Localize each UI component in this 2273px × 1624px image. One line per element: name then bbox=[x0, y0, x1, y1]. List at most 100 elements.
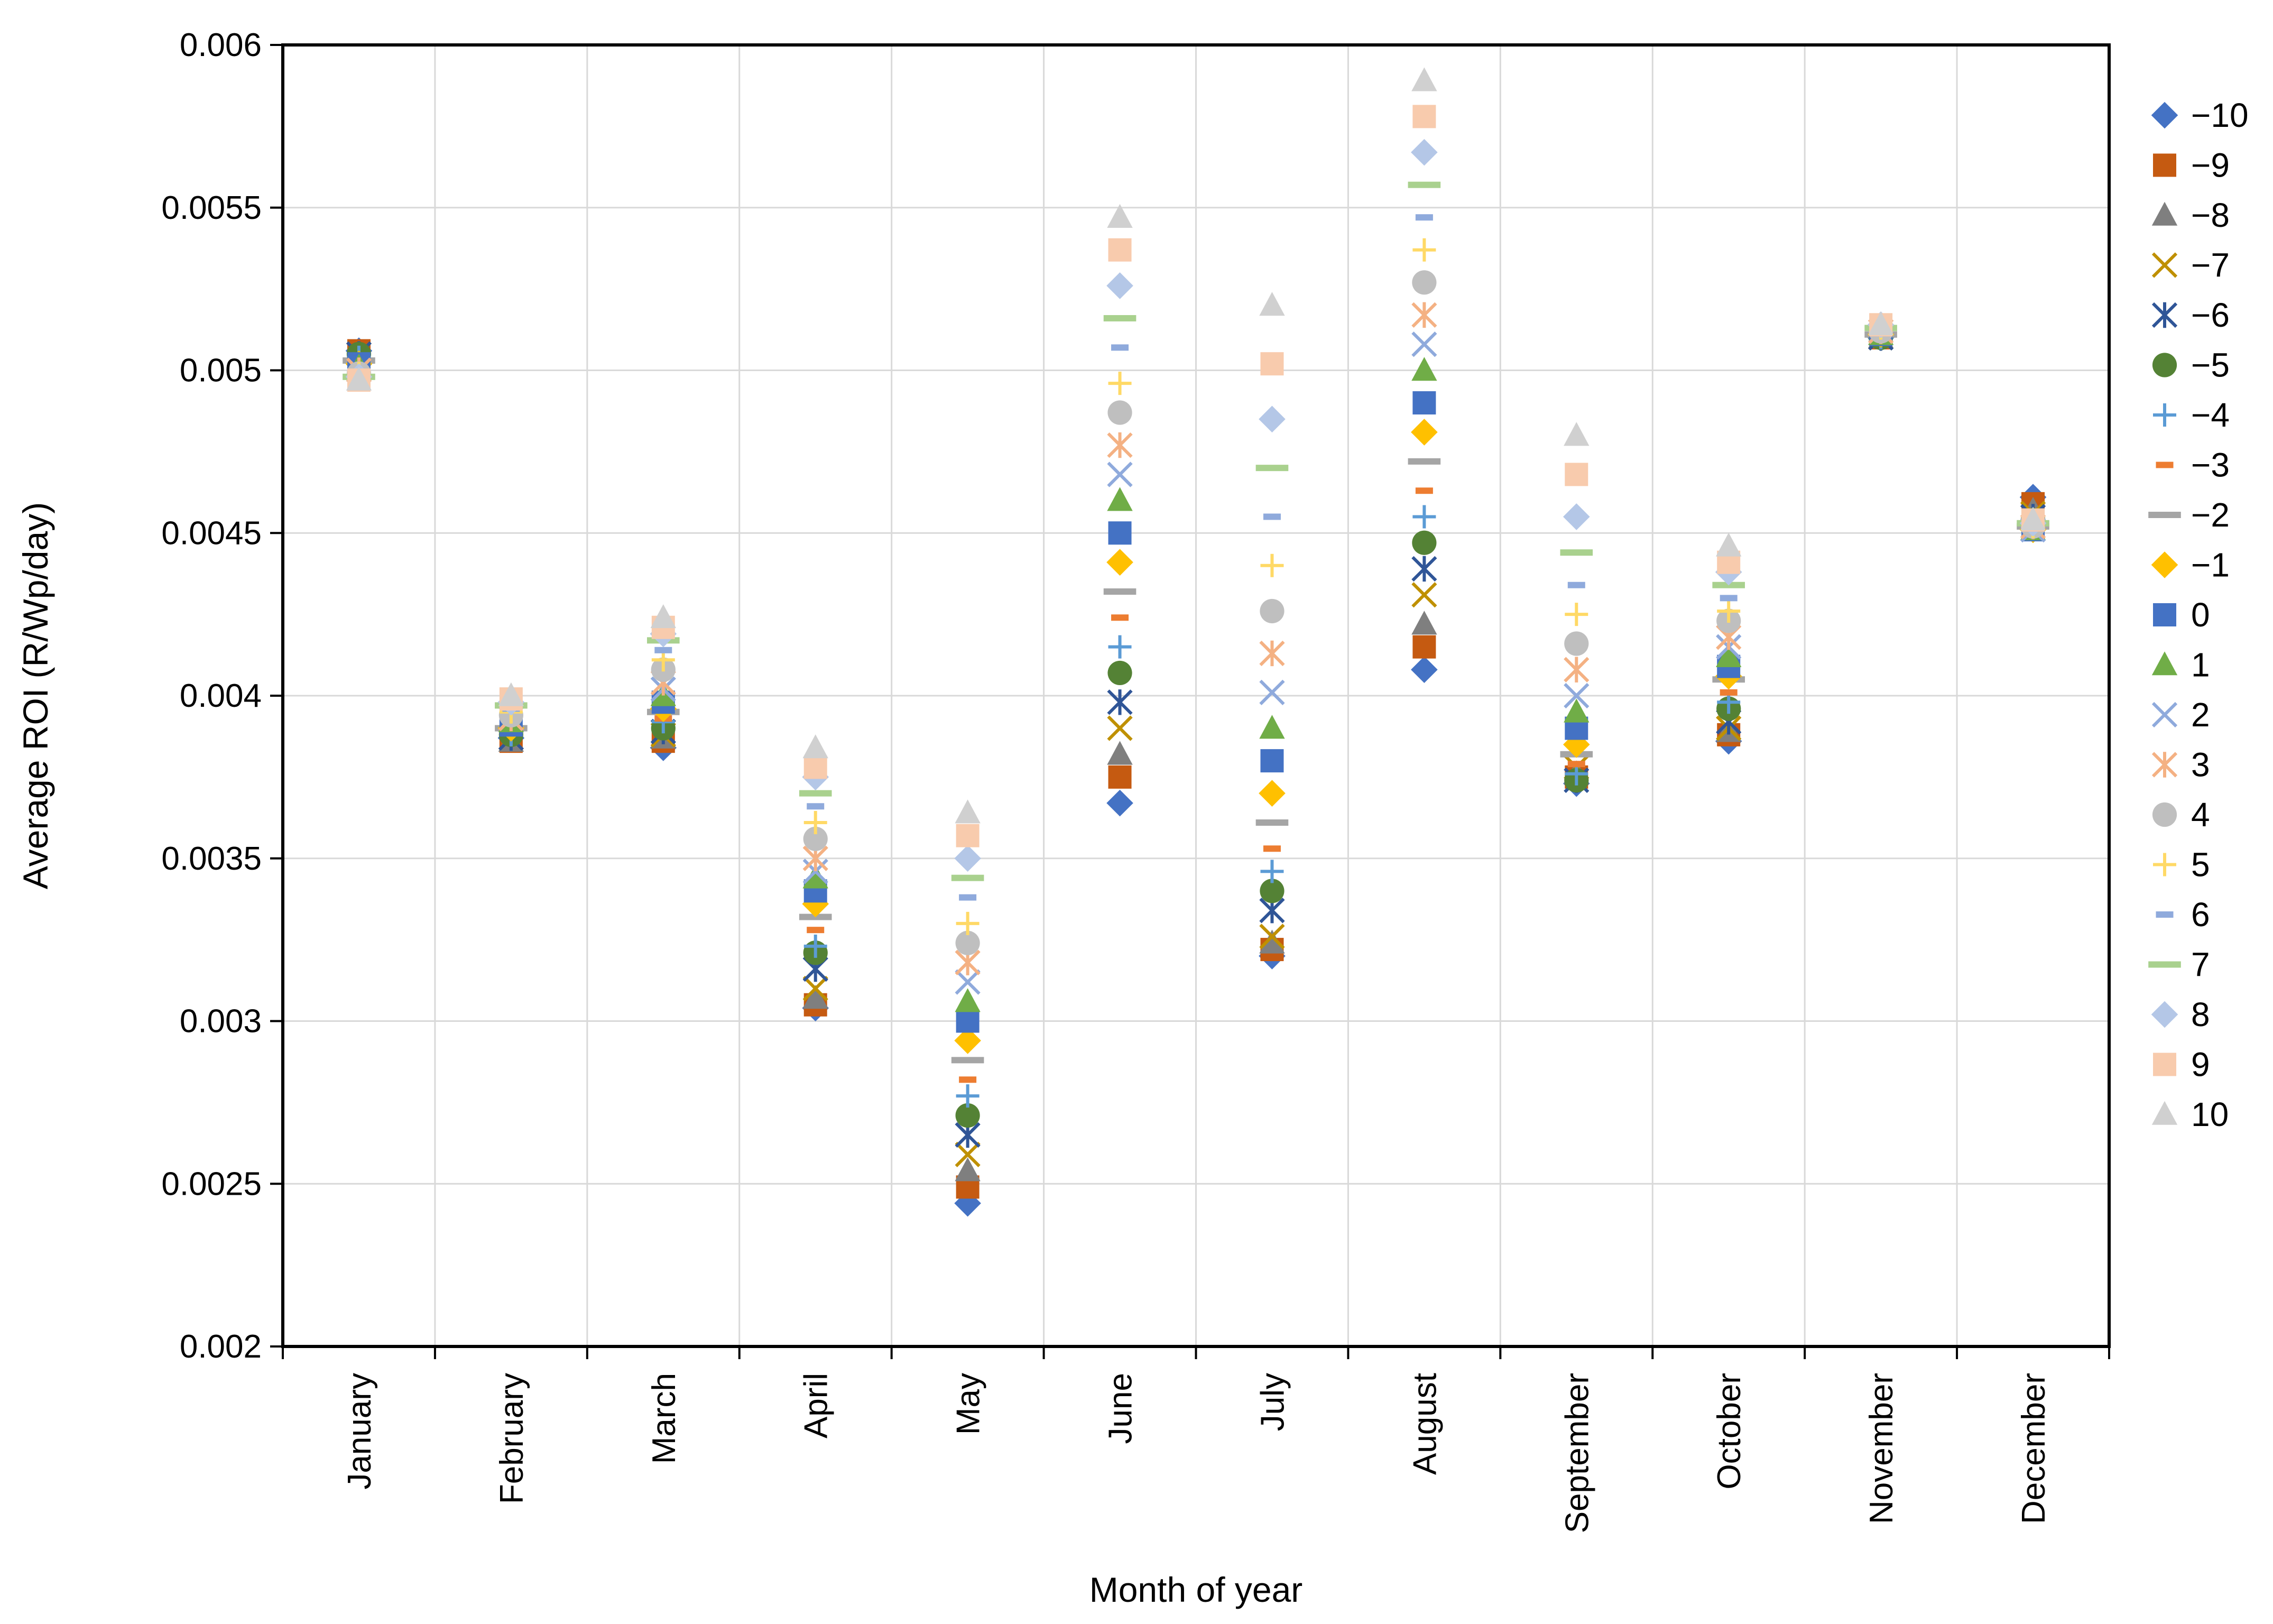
legend-label: 9 bbox=[2191, 1046, 2210, 1084]
data-point bbox=[807, 803, 825, 810]
data-point bbox=[1107, 400, 1132, 425]
legend-marker bbox=[2148, 961, 2181, 968]
y-tick-label: 0.005 bbox=[180, 353, 262, 389]
y-tick-label: 0.0055 bbox=[161, 190, 262, 226]
data-point bbox=[654, 647, 672, 653]
legend-label: 3 bbox=[2191, 746, 2210, 784]
legend-marker bbox=[2151, 551, 2178, 578]
data-point bbox=[650, 604, 676, 629]
data-point bbox=[1107, 741, 1133, 765]
legend-label: 1 bbox=[2191, 646, 2210, 684]
series-20 bbox=[346, 67, 2046, 824]
legend-item: −8 bbox=[2151, 196, 2230, 234]
x-tick-label: October bbox=[1711, 1373, 1748, 1490]
data-point bbox=[1107, 432, 1133, 458]
legend-item: −6 bbox=[2151, 296, 2230, 334]
legend-marker bbox=[2151, 252, 2178, 278]
data-point bbox=[1259, 405, 1286, 433]
data-point bbox=[1260, 553, 1284, 577]
data-point bbox=[1106, 272, 1133, 299]
data-point bbox=[955, 988, 981, 1012]
data-point bbox=[1259, 929, 1285, 954]
data-point bbox=[1107, 204, 1133, 228]
data-point bbox=[1720, 595, 1738, 602]
data-point bbox=[1411, 331, 1437, 357]
data-point bbox=[1108, 372, 1132, 395]
y-tick-label: 0.002 bbox=[180, 1328, 262, 1365]
legend-label: −7 bbox=[2191, 246, 2230, 284]
legend-label: 10 bbox=[2191, 1095, 2229, 1133]
legend-label: 2 bbox=[2191, 696, 2210, 734]
data-point bbox=[955, 1157, 981, 1182]
data-point bbox=[1260, 598, 1285, 624]
data-point bbox=[1111, 614, 1129, 621]
data-point bbox=[1259, 679, 1285, 705]
grid-lines bbox=[283, 44, 2109, 1348]
data-point bbox=[803, 811, 827, 835]
data-point bbox=[1564, 698, 1590, 723]
data-point bbox=[1716, 643, 1742, 667]
legend-item: −4 bbox=[2153, 396, 2230, 434]
data-point bbox=[1108, 521, 1132, 545]
data-point bbox=[802, 859, 828, 884]
data-point bbox=[954, 1189, 981, 1217]
legend-marker bbox=[2151, 651, 2178, 676]
data-point bbox=[1412, 105, 1436, 128]
data-point bbox=[956, 824, 980, 847]
legend-item: −2 bbox=[2148, 496, 2230, 534]
data-point bbox=[2020, 506, 2046, 531]
legend-marker bbox=[2151, 102, 2178, 129]
data-point bbox=[954, 845, 981, 872]
data-point bbox=[802, 975, 828, 1002]
data-point bbox=[955, 799, 981, 824]
data-point bbox=[1411, 357, 1437, 381]
legend-item: 1 bbox=[2151, 646, 2210, 684]
x-tick-label: January bbox=[341, 1373, 378, 1490]
legend-item: −3 bbox=[2156, 446, 2230, 484]
data-point bbox=[1415, 214, 1433, 221]
legend-marker bbox=[2152, 353, 2177, 377]
data-point bbox=[1411, 556, 1437, 582]
data-point bbox=[1108, 765, 1132, 789]
data-point bbox=[959, 1076, 977, 1083]
data-point bbox=[1107, 689, 1133, 715]
data-point bbox=[1107, 715, 1133, 741]
data-point bbox=[1111, 344, 1129, 351]
data-point bbox=[1263, 513, 1281, 520]
legend-marker bbox=[2151, 302, 2178, 328]
data-point bbox=[346, 366, 372, 391]
legend-item: −1 bbox=[2151, 546, 2230, 584]
data-point bbox=[951, 1057, 984, 1064]
legend-label: −8 bbox=[2191, 196, 2230, 234]
data-point bbox=[1564, 682, 1590, 709]
data-points bbox=[343, 67, 2049, 1217]
legend-label: 4 bbox=[2191, 796, 2210, 834]
y-tick-label: 0.006 bbox=[180, 27, 262, 63]
legend-label: −10 bbox=[2191, 96, 2249, 134]
legend-item: −10 bbox=[2151, 96, 2249, 134]
y-tick-label: 0.0045 bbox=[161, 515, 262, 551]
data-point bbox=[1260, 879, 1285, 903]
data-point bbox=[1564, 422, 1590, 446]
data-point bbox=[1567, 761, 1585, 768]
data-point bbox=[1411, 611, 1437, 635]
data-point bbox=[802, 734, 828, 759]
x-axis-title: Month of year bbox=[1089, 1570, 1303, 1609]
legend-label: 6 bbox=[2191, 896, 2210, 934]
data-point bbox=[1720, 689, 1738, 696]
data-point bbox=[1259, 924, 1285, 949]
x-tick-label: February bbox=[494, 1373, 530, 1504]
data-point bbox=[799, 790, 832, 797]
legend-marker bbox=[2153, 853, 2176, 876]
data-point bbox=[1259, 640, 1285, 667]
data-point bbox=[1107, 660, 1132, 686]
data-point bbox=[1560, 549, 1593, 556]
data-point bbox=[955, 1141, 981, 1167]
legend-marker bbox=[2151, 1001, 2178, 1028]
legend-label: 7 bbox=[2191, 946, 2210, 984]
data-point bbox=[1565, 463, 1588, 486]
data-point bbox=[956, 1009, 980, 1033]
legend-item: 2 bbox=[2151, 696, 2210, 734]
data-point bbox=[1411, 139, 1438, 166]
axes: 0.002 0.0025 0.003 0.0035 0.004 0.0045 0.005 0.… bbox=[161, 27, 2110, 1533]
